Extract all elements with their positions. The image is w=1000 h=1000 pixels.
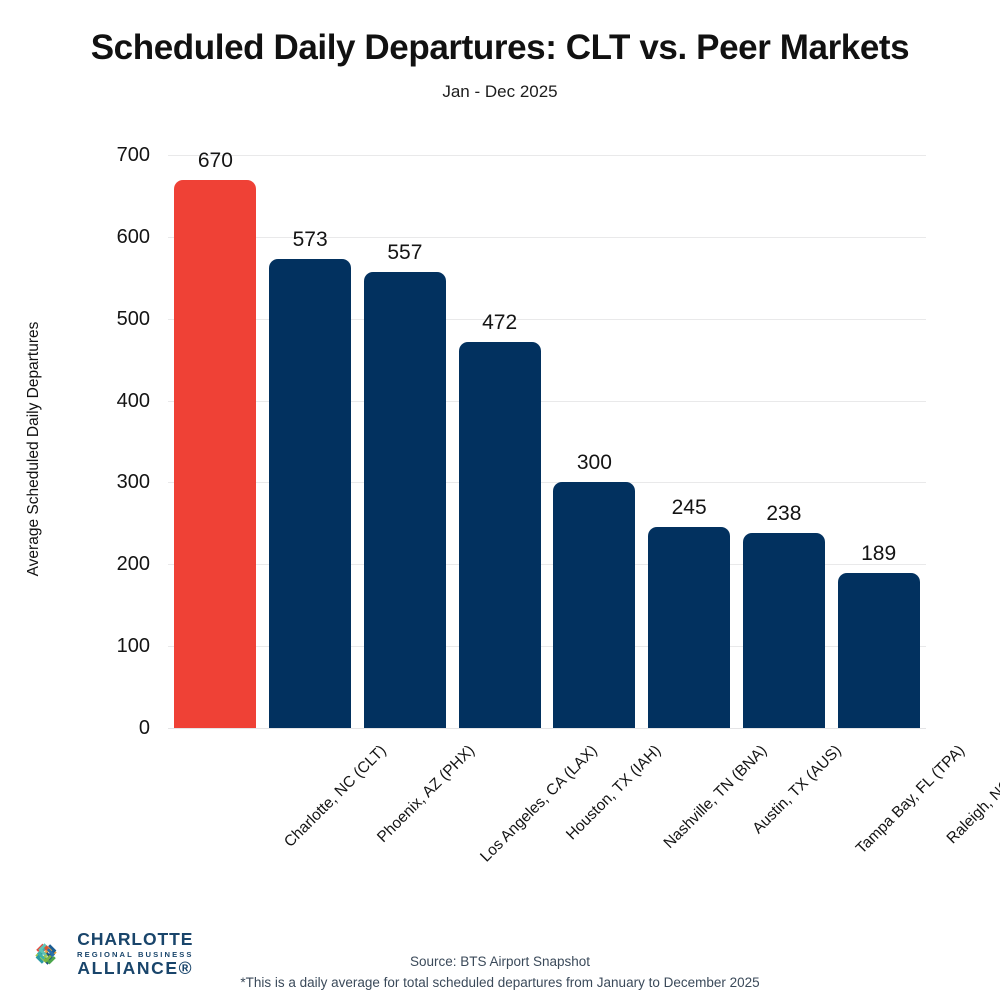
chart-subtitle: Jan - Dec 2025 xyxy=(442,82,558,101)
gridline-600 xyxy=(168,236,926,238)
bar-group[interactable]: 670 xyxy=(174,140,257,728)
pinwheel-weave-icon xyxy=(35,943,57,965)
y-tick-label-600: 600 xyxy=(116,225,150,248)
bar[interactable] xyxy=(458,341,541,728)
bar-value-label: 245 xyxy=(671,496,707,520)
gridline-0 xyxy=(168,728,926,729)
footer-disclaimer: *This is a daily average for total sched… xyxy=(240,974,760,990)
bar[interactable] xyxy=(363,272,446,728)
y-tick-label-300: 300 xyxy=(116,471,150,494)
logo-line-charlotte: CHARLOTTE xyxy=(77,929,194,949)
bar-group[interactable]: 557 xyxy=(363,232,446,728)
bar[interactable] xyxy=(648,527,731,728)
logo-line-regional-business: REGIONAL BUSINESS xyxy=(77,949,194,959)
bar-value-label: 573 xyxy=(292,227,328,251)
bar-value-label: 557 xyxy=(387,241,423,265)
y-tick-label-500: 500 xyxy=(116,307,150,330)
bar[interactable] xyxy=(174,179,257,728)
y-tick-label-400: 400 xyxy=(116,389,150,412)
gridline-700 xyxy=(168,155,926,156)
bar-group[interactable]: 189 xyxy=(837,533,920,728)
gridline-400 xyxy=(168,400,926,402)
logo-wordmark: CHARLOTTE REGIONAL BUSINESS ALLIANCE® xyxy=(77,929,194,979)
y-tick-label-100: 100 xyxy=(116,635,150,658)
y-tick-label-700: 700 xyxy=(116,144,150,166)
bar-group[interactable]: 245 xyxy=(648,487,731,728)
bar-group[interactable]: 238 xyxy=(742,493,825,728)
bar-value-label: 472 xyxy=(482,310,518,334)
gridline-200 xyxy=(168,564,926,566)
gridline-300 xyxy=(168,482,926,484)
page-title: Scheduled Daily Departures: CLT vs. Peer… xyxy=(90,28,910,67)
bar-value-label: 238 xyxy=(766,502,802,526)
footer-notes: Source: BTS Airport Snapshot *This is a … xyxy=(0,952,1000,994)
bar[interactable] xyxy=(742,533,825,728)
logo-line-alliance: ALLIANCE® xyxy=(77,958,194,979)
chart-header: Scheduled Daily Departures: CLT vs. Peer… xyxy=(0,0,1000,102)
y-tick-label-200: 200 xyxy=(116,553,150,576)
bar-value-label: 670 xyxy=(197,148,233,172)
gridline-500 xyxy=(168,318,926,320)
footer-source: Source: BTS Airport Snapshot xyxy=(409,954,591,969)
bar-group[interactable]: 300 xyxy=(553,442,636,728)
charlotte-regional-business-alliance-logo: CHARLOTTE REGIONAL BUSINESS ALLIANCE® xyxy=(24,929,194,979)
bar-value-label: 300 xyxy=(576,451,612,475)
bar[interactable] xyxy=(553,482,636,728)
bar-group[interactable]: 472 xyxy=(458,302,541,728)
bar[interactable] xyxy=(837,573,920,728)
y-tick-label-0: 0 xyxy=(138,717,150,739)
gridline-100 xyxy=(168,646,926,648)
bar-value-label: 189 xyxy=(861,542,897,566)
bar[interactable] xyxy=(269,258,352,728)
bar-group[interactable]: 573 xyxy=(269,219,352,728)
